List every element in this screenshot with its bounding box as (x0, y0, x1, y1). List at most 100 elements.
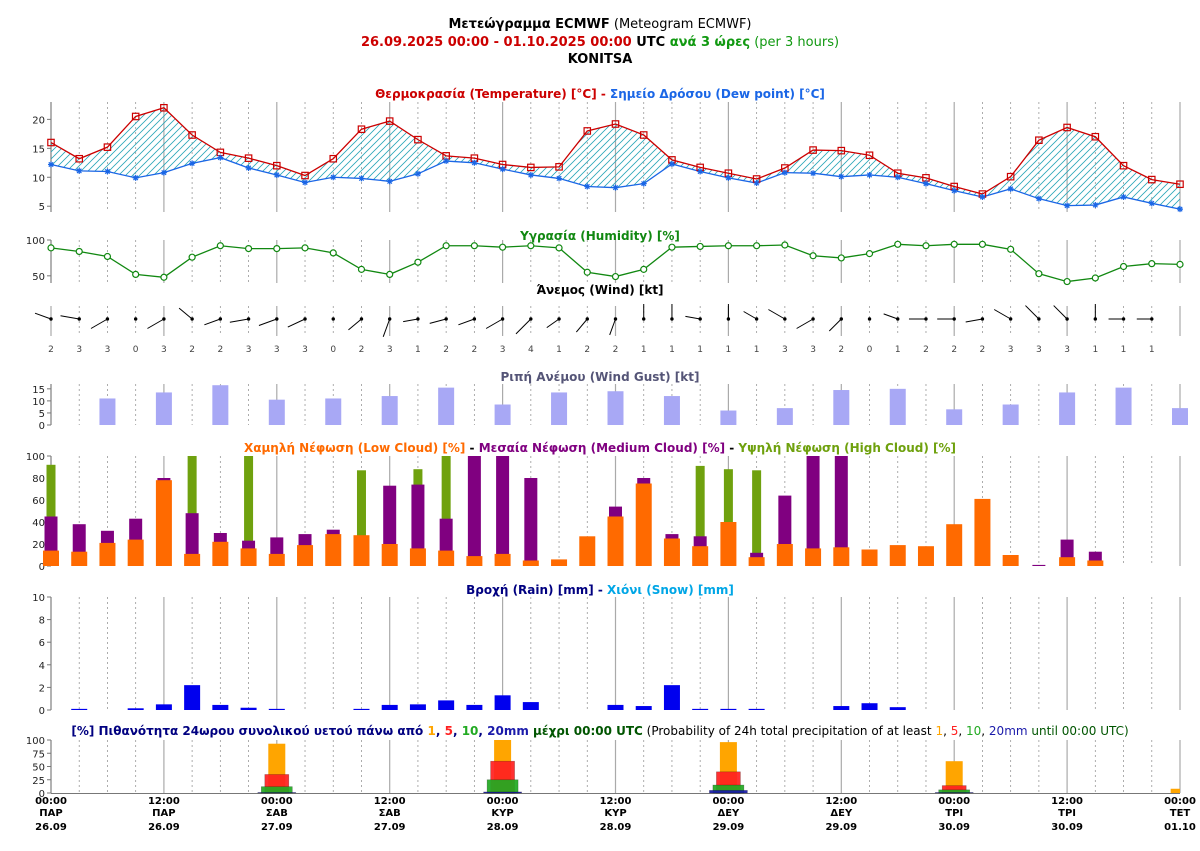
dew-point-point (1177, 206, 1183, 213)
wind-station-dot (133, 317, 138, 321)
wind-speed-label: 3 (1064, 345, 1070, 355)
x-tick-date: 28.09 (600, 822, 632, 833)
x-tick-time: 12:00 (148, 796, 180, 807)
humidity-point (640, 265, 648, 273)
dew-point-marker (414, 170, 421, 177)
dew-point-marker (1064, 202, 1071, 209)
x-tick-date: 27.09 (374, 822, 406, 833)
dew-point-point (189, 160, 196, 167)
dew-point-point (838, 173, 845, 180)
precip-prob-bar-20mm (709, 790, 748, 794)
humidity-point (1035, 270, 1043, 278)
wind-speed-label: 2 (472, 345, 478, 355)
low-cloud-bar (381, 544, 398, 566)
wind-speed-label: 1 (1121, 345, 1127, 355)
wind-barb (287, 318, 306, 328)
title-part: 5 (951, 724, 959, 738)
x-tick-date: 28.09 (487, 822, 519, 833)
wind-gust-bar (607, 391, 624, 425)
wind-barb (90, 318, 108, 329)
humidity-point (894, 240, 902, 248)
title-part: 10 (966, 724, 981, 738)
dew-point-point (922, 180, 929, 187)
humidity-point (781, 241, 789, 249)
y-tick-label: 25 (32, 776, 45, 787)
wind-barb (382, 318, 391, 338)
dew-point-point (48, 161, 54, 168)
content-layer: 5101520501000510150204060801000246810025… (26, 87, 1196, 833)
wind-speed-label: 3 (274, 345, 280, 355)
humidity-point (865, 250, 874, 258)
y-tick-label: 0 (39, 421, 45, 432)
low-cloud-bar (71, 551, 88, 566)
dew-point-marker (612, 184, 619, 191)
dew-point-marker (189, 160, 196, 167)
wind-speed-label: 2 (584, 345, 590, 355)
rain-bar (748, 708, 765, 710)
temperature-point (1035, 136, 1043, 145)
rain-bar (127, 708, 144, 710)
wind-gust-bar (1002, 404, 1019, 425)
wind-gust-bar (1172, 408, 1188, 425)
wind-barb (965, 318, 983, 323)
high-cloud-bar (187, 456, 197, 566)
wind-speed-label: 1 (556, 345, 562, 355)
x-tick-time: 12:00 (825, 796, 857, 807)
wind-barb (743, 311, 757, 320)
title-part: Υγρασία (Humidity) [%] (519, 229, 680, 243)
header-step-english: (per 3 hours) (750, 35, 840, 50)
wind-barb (348, 318, 362, 331)
dew-point-marker (104, 168, 111, 175)
x-tick-day: ΣΑΒ (266, 808, 288, 819)
wind-station-dot (77, 317, 81, 321)
humidity-point (244, 245, 253, 253)
wind-speed-label: 1 (726, 345, 732, 355)
rain-bar (607, 704, 624, 710)
y-tick-label: 20 (32, 540, 45, 551)
title-part: 1 (427, 724, 435, 738)
wind-speed-label: 0 (867, 345, 873, 355)
dew-point-marker (979, 193, 986, 200)
dew-point-point (753, 180, 760, 187)
dew-point-point (612, 184, 619, 191)
panel-title-humidity: Υγρασία (Humidity) [%] (519, 229, 680, 243)
rain-bar (692, 708, 709, 710)
dew-point-point (810, 170, 817, 177)
low-cloud-bar (974, 498, 991, 566)
rain-bar (720, 708, 737, 710)
y-tick-label: 0 (39, 789, 45, 800)
header-title-greek: Μετεώγραμμα ECMWF (448, 17, 610, 32)
precip-prob-bar-20mm (934, 792, 974, 794)
title-part: , (453, 724, 462, 738)
low-cloud-bar (889, 545, 906, 566)
low-cloud-bar (917, 546, 934, 566)
precip-prob-bar-10mm (260, 786, 293, 794)
dew-point-point (894, 174, 901, 181)
temperature-point (837, 146, 846, 155)
dew-point-marker (132, 174, 139, 181)
temperature-point (188, 131, 196, 139)
precip-prob-bar-20mm (257, 792, 297, 794)
humidity-point (611, 272, 620, 281)
title-part: Άνεμος (Wind) [kt] (536, 283, 663, 297)
dew-point-point (979, 193, 986, 200)
wind-gust-bar (212, 385, 229, 425)
medium-cloud-bar (185, 513, 199, 566)
low-cloud-bar (776, 544, 793, 566)
x-tick-day: ΣΑΒ (379, 808, 401, 819)
humidity-point (978, 240, 987, 248)
title-part: μέχρι 00:00 UTC (529, 724, 643, 738)
wind-speed-label: 3 (105, 345, 111, 355)
wind-speed-label: 2 (838, 345, 844, 355)
title-part: - (597, 87, 610, 101)
low-cloud-bar (409, 548, 426, 566)
panel-title-rain: Βροχή (Rain) [mm] - Χιόνι (Snow) [mm] (466, 583, 734, 597)
wind-speed-label: 1 (641, 345, 647, 355)
wind-barb (685, 315, 701, 320)
dew-point-marker (358, 175, 365, 182)
rain-bar (353, 708, 370, 710)
wind-speed-label: 2 (359, 345, 365, 355)
panel-title-cloud: Χαμηλή Νέφωση (Low Cloud) [%] - Μεσαία Ν… (244, 441, 956, 455)
y-tick-label: 2 (39, 683, 45, 694)
humidity-point (950, 240, 958, 248)
